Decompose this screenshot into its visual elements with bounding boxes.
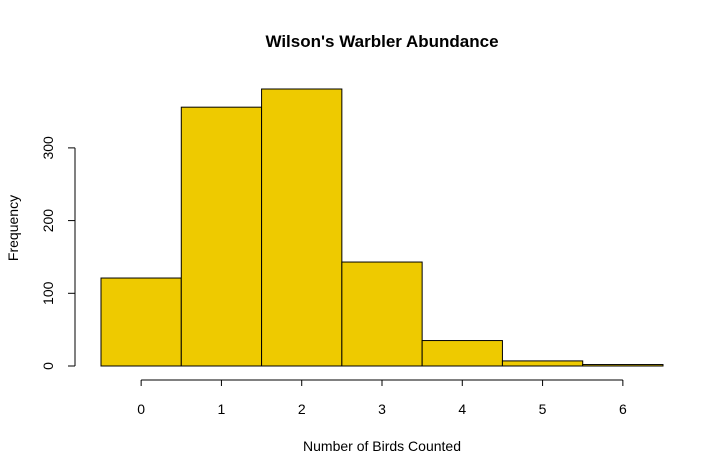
bar-2 bbox=[261, 88, 343, 367]
x-tick-label-3: 3 bbox=[378, 401, 386, 417]
bar-1 bbox=[180, 106, 263, 367]
y-tick-label-200: 200 bbox=[40, 209, 56, 233]
bar-5 bbox=[501, 360, 584, 367]
y-tick-label-100: 100 bbox=[40, 281, 56, 305]
bar-0 bbox=[100, 277, 182, 367]
bar-3 bbox=[341, 261, 423, 367]
x-tick-label-5: 5 bbox=[539, 401, 547, 417]
bar-6 bbox=[582, 364, 664, 367]
x-tick-label-2: 2 bbox=[298, 401, 306, 417]
chart-title: Wilson's Warbler Abundance bbox=[265, 32, 498, 51]
y-tick-label-0: 0 bbox=[40, 362, 56, 370]
y-axis-label: Frequency bbox=[5, 195, 21, 261]
x-tick-label-6: 6 bbox=[619, 401, 627, 417]
y-axis: 0 100 200 300 bbox=[40, 136, 76, 370]
bar-4 bbox=[421, 340, 503, 367]
x-axis-label: Number of Birds Counted bbox=[303, 438, 461, 454]
bars-group bbox=[100, 88, 664, 367]
x-tick-label-0: 0 bbox=[137, 401, 145, 417]
x-tick-label-4: 4 bbox=[458, 401, 466, 417]
y-tick-label-300: 300 bbox=[40, 136, 56, 160]
x-tick-label-1: 1 bbox=[218, 401, 226, 417]
x-axis: 0 1 2 3 4 5 6 bbox=[137, 379, 627, 417]
